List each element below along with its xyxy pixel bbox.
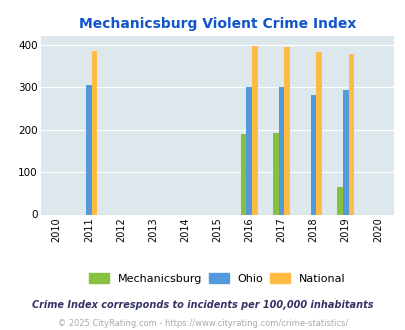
- Bar: [336, 187, 342, 214]
- Bar: [315, 52, 322, 214]
- Bar: [246, 87, 252, 214]
- Bar: [347, 54, 354, 214]
- Title: Mechanicsburg Violent Crime Index: Mechanicsburg Violent Crime Index: [78, 17, 355, 31]
- Bar: [240, 134, 246, 214]
- Legend: Mechanicsburg, Ohio, National: Mechanicsburg, Ohio, National: [85, 270, 348, 287]
- Bar: [252, 46, 257, 214]
- Bar: [310, 95, 315, 214]
- Text: © 2025 CityRating.com - https://www.cityrating.com/crime-statistics/: © 2025 CityRating.com - https://www.city…: [58, 319, 347, 328]
- Bar: [92, 51, 97, 214]
- Bar: [284, 47, 290, 214]
- Bar: [86, 85, 92, 214]
- Bar: [272, 133, 278, 214]
- Bar: [278, 87, 284, 214]
- Text: Crime Index corresponds to incidents per 100,000 inhabitants: Crime Index corresponds to incidents per…: [32, 300, 373, 310]
- Bar: [342, 90, 347, 214]
